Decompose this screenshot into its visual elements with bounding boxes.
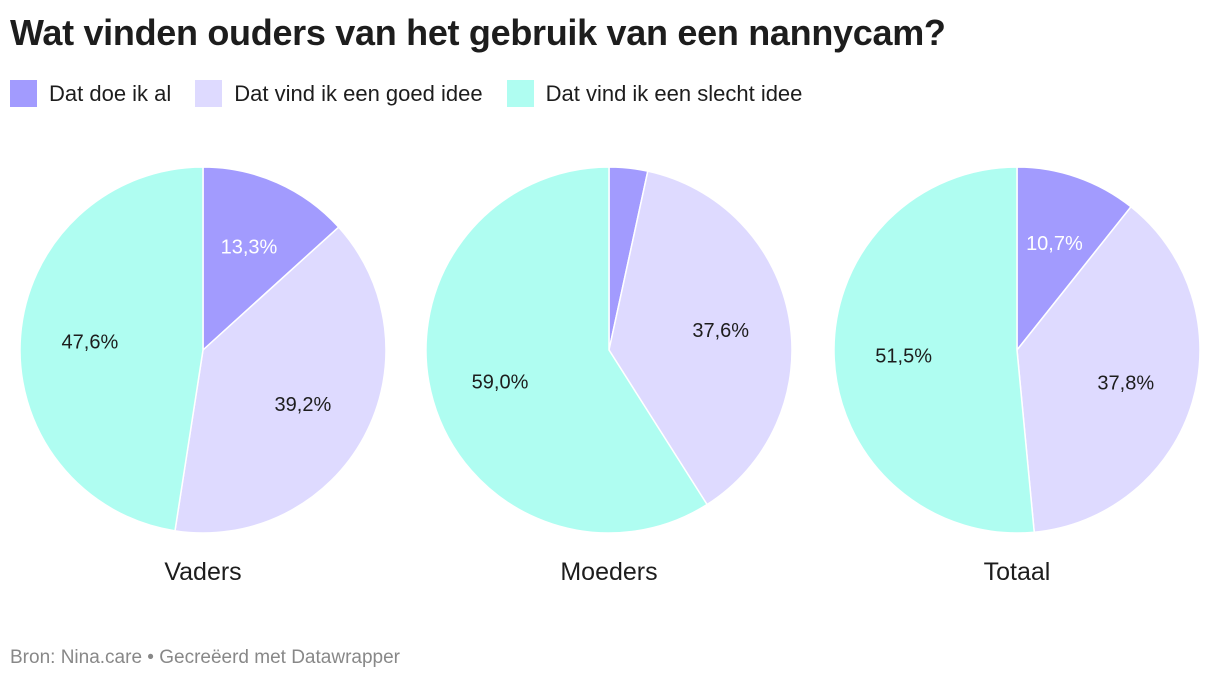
legend-swatch bbox=[506, 80, 534, 107]
pie-slice bbox=[19, 166, 204, 532]
pie-slice bbox=[833, 166, 1036, 534]
slice-label: 47,6% bbox=[62, 331, 119, 353]
legend-item: Dat vind ik een goed idee bbox=[195, 80, 483, 107]
pie-slice bbox=[174, 226, 387, 534]
legend-label: Dat vind ik een slecht idee bbox=[545, 80, 803, 106]
slice-label: 59,0% bbox=[472, 372, 529, 394]
legend-item: Dat vind ik een slecht idee bbox=[506, 80, 803, 107]
slice-label: 13,3% bbox=[221, 236, 278, 258]
slice-label: 51,5% bbox=[875, 345, 932, 367]
legend: Dat doe ik al Dat vind ik een goed idee … bbox=[10, 80, 802, 107]
legend-label: Dat doe ik al bbox=[49, 80, 172, 106]
legend-swatch bbox=[195, 80, 223, 107]
pie-title: Totaal bbox=[984, 558, 1051, 586]
legend-item: Dat doe ik al bbox=[10, 80, 171, 107]
legend-label: Dat vind ik een goed idee bbox=[234, 80, 483, 106]
legend-swatch bbox=[10, 80, 37, 107]
slice-label: 37,6% bbox=[692, 320, 749, 342]
pie-slice bbox=[1016, 205, 1201, 534]
slice-label: 37,8% bbox=[1097, 372, 1154, 394]
source-footer: Bron: Nina.care • Gecreëerd met Datawrap… bbox=[10, 647, 400, 668]
pie-slice bbox=[202, 166, 340, 352]
slice-label: 10,7% bbox=[1026, 233, 1083, 255]
slice-label: 39,2% bbox=[275, 394, 332, 416]
pie-slice bbox=[425, 166, 709, 534]
chart-title: Wat vinden ouders van het gebruik van ee… bbox=[10, 12, 946, 53]
pie-title: Moeders bbox=[560, 558, 657, 586]
pie-title: Vaders bbox=[164, 558, 241, 586]
pie-slice bbox=[1016, 166, 1133, 353]
